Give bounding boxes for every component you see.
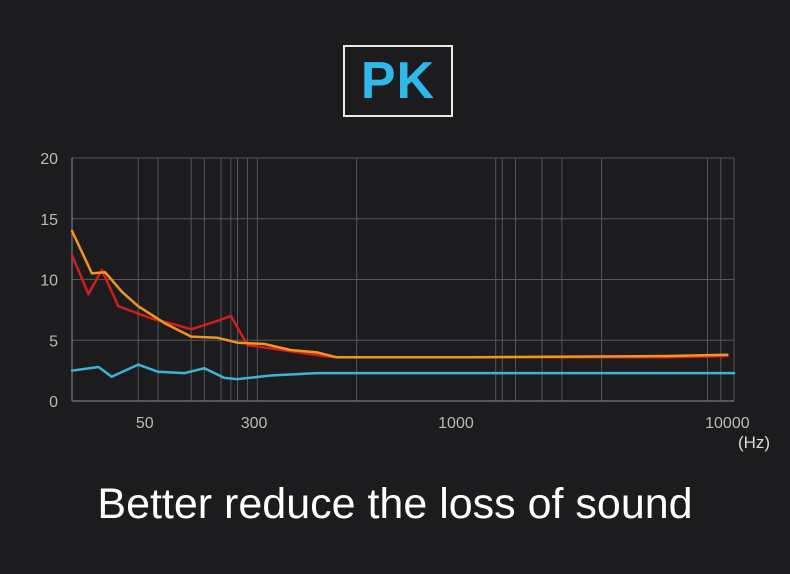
chart-grid	[71, 157, 735, 401]
chart-axes	[71, 158, 734, 402]
series-line-red	[70, 253, 729, 359]
x-tick-label: 300	[241, 415, 268, 432]
series-line-orange	[70, 229, 729, 359]
x-tick-label: 50	[136, 415, 154, 432]
x-tick-label: 1000	[438, 415, 474, 432]
y-tick-label: 15	[40, 212, 58, 229]
y-tick-label: 5	[49, 333, 58, 350]
x-tick-label: 10000	[705, 415, 750, 432]
series-line-blue	[70, 363, 736, 381]
x-unit-label: (Hz)	[738, 433, 770, 452]
chart-tick-labels: 0 5 10 15 20 50 300 1000 10000(Hz)	[40, 151, 770, 452]
pk-badge: PK	[343, 45, 453, 117]
pk-badge-label: PK	[360, 52, 436, 110]
chart-series	[70, 229, 736, 381]
y-tick-label: 10	[40, 273, 58, 290]
caption-text: Better reduce the loss of sound	[97, 480, 693, 528]
y-tick-label: 0	[49, 394, 58, 411]
y-tick-label: 20	[40, 151, 58, 168]
